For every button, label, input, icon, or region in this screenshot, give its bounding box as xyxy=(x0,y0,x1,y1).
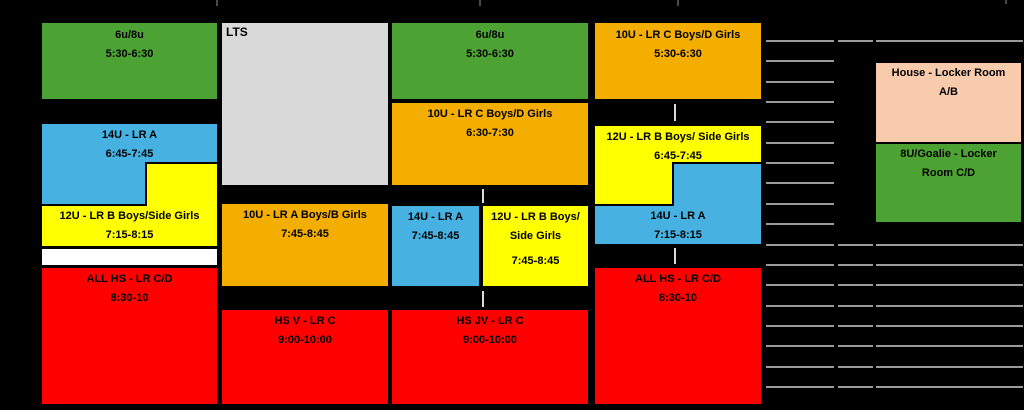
event-block-hsv-col2[interactable] xyxy=(220,308,390,406)
event-block-10u-col2[interactable] xyxy=(220,202,390,288)
event-block-14u-col4[interactable] xyxy=(593,162,763,246)
spreadsheet-gridlines xyxy=(216,0,1023,388)
event-block-6u8u-col1[interactable] xyxy=(40,21,219,101)
event-block-6u8u-col3[interactable] xyxy=(390,21,590,101)
legend-block-8u-goalie-locker-room[interactable] xyxy=(874,142,1023,224)
event-block-10u-col3[interactable] xyxy=(390,101,590,187)
legend-block-house-locker-room[interactable] xyxy=(874,61,1023,144)
event-block-lts-col2[interactable] xyxy=(220,21,390,187)
event-block-14u-col3[interactable] xyxy=(390,204,481,288)
unlabeled-white-block-col1[interactable] xyxy=(40,247,219,267)
event-block-allhs-col4[interactable] xyxy=(593,266,763,406)
event-block-allhs-col1[interactable] xyxy=(40,266,219,406)
event-block-12u-col3[interactable] xyxy=(481,204,590,288)
event-block-10u-col4[interactable] xyxy=(593,21,763,101)
event-block-hsjv-col3[interactable] xyxy=(390,308,590,406)
